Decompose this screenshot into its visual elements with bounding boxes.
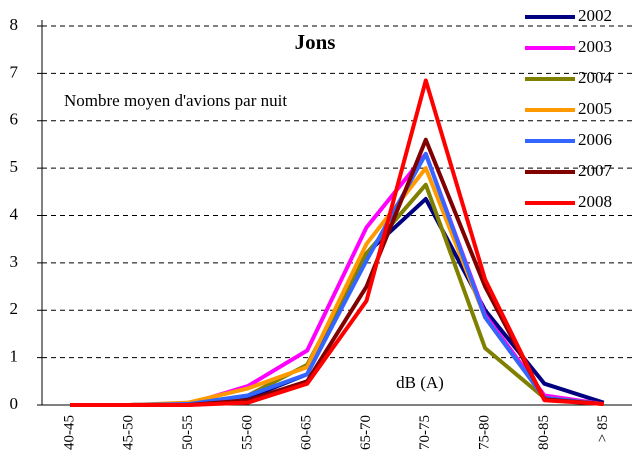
x-tick-label: 40-45 [61,415,77,450]
x-tick-label: 60-65 [299,415,315,450]
legend-label: 2007 [578,161,613,180]
x-axis-label: dB (A) [396,373,444,392]
x-tick-label: 45-50 [121,415,137,450]
x-tick-label: > 85 [595,415,611,442]
legend-label: 2008 [578,192,612,211]
y-tick-label: 7 [10,62,19,81]
legend-label: 2004 [578,68,613,87]
y-tick-label: 4 [10,204,19,223]
legend-label: 2002 [578,6,612,25]
y-tick-label: 6 [10,110,19,129]
x-tick-label: 70-75 [417,415,433,450]
y-tick-label: 0 [10,394,19,413]
legend-label: 2005 [578,99,612,118]
y-tick-label: 1 [10,347,19,366]
legend-label: 2003 [578,37,612,56]
x-tick-label: 75-80 [477,415,493,450]
x-tick-label: 80-85 [536,415,552,450]
legend-label: 2006 [578,130,612,149]
y-tick-label: 2 [10,299,19,318]
y-tick-label: 5 [10,157,19,176]
x-tick-label: 50-55 [180,415,196,450]
x-tick-label: 55-60 [239,415,255,450]
chart-title: Jons [295,30,336,54]
y-tick-label: 3 [10,252,19,271]
series-line [70,151,604,407]
x-tick-label: 65-70 [358,415,374,450]
chart-subtitle: Nombre moyen d'avions par nuit [64,91,287,110]
y-tick-label: 8 [10,15,19,34]
series-line [70,78,604,407]
